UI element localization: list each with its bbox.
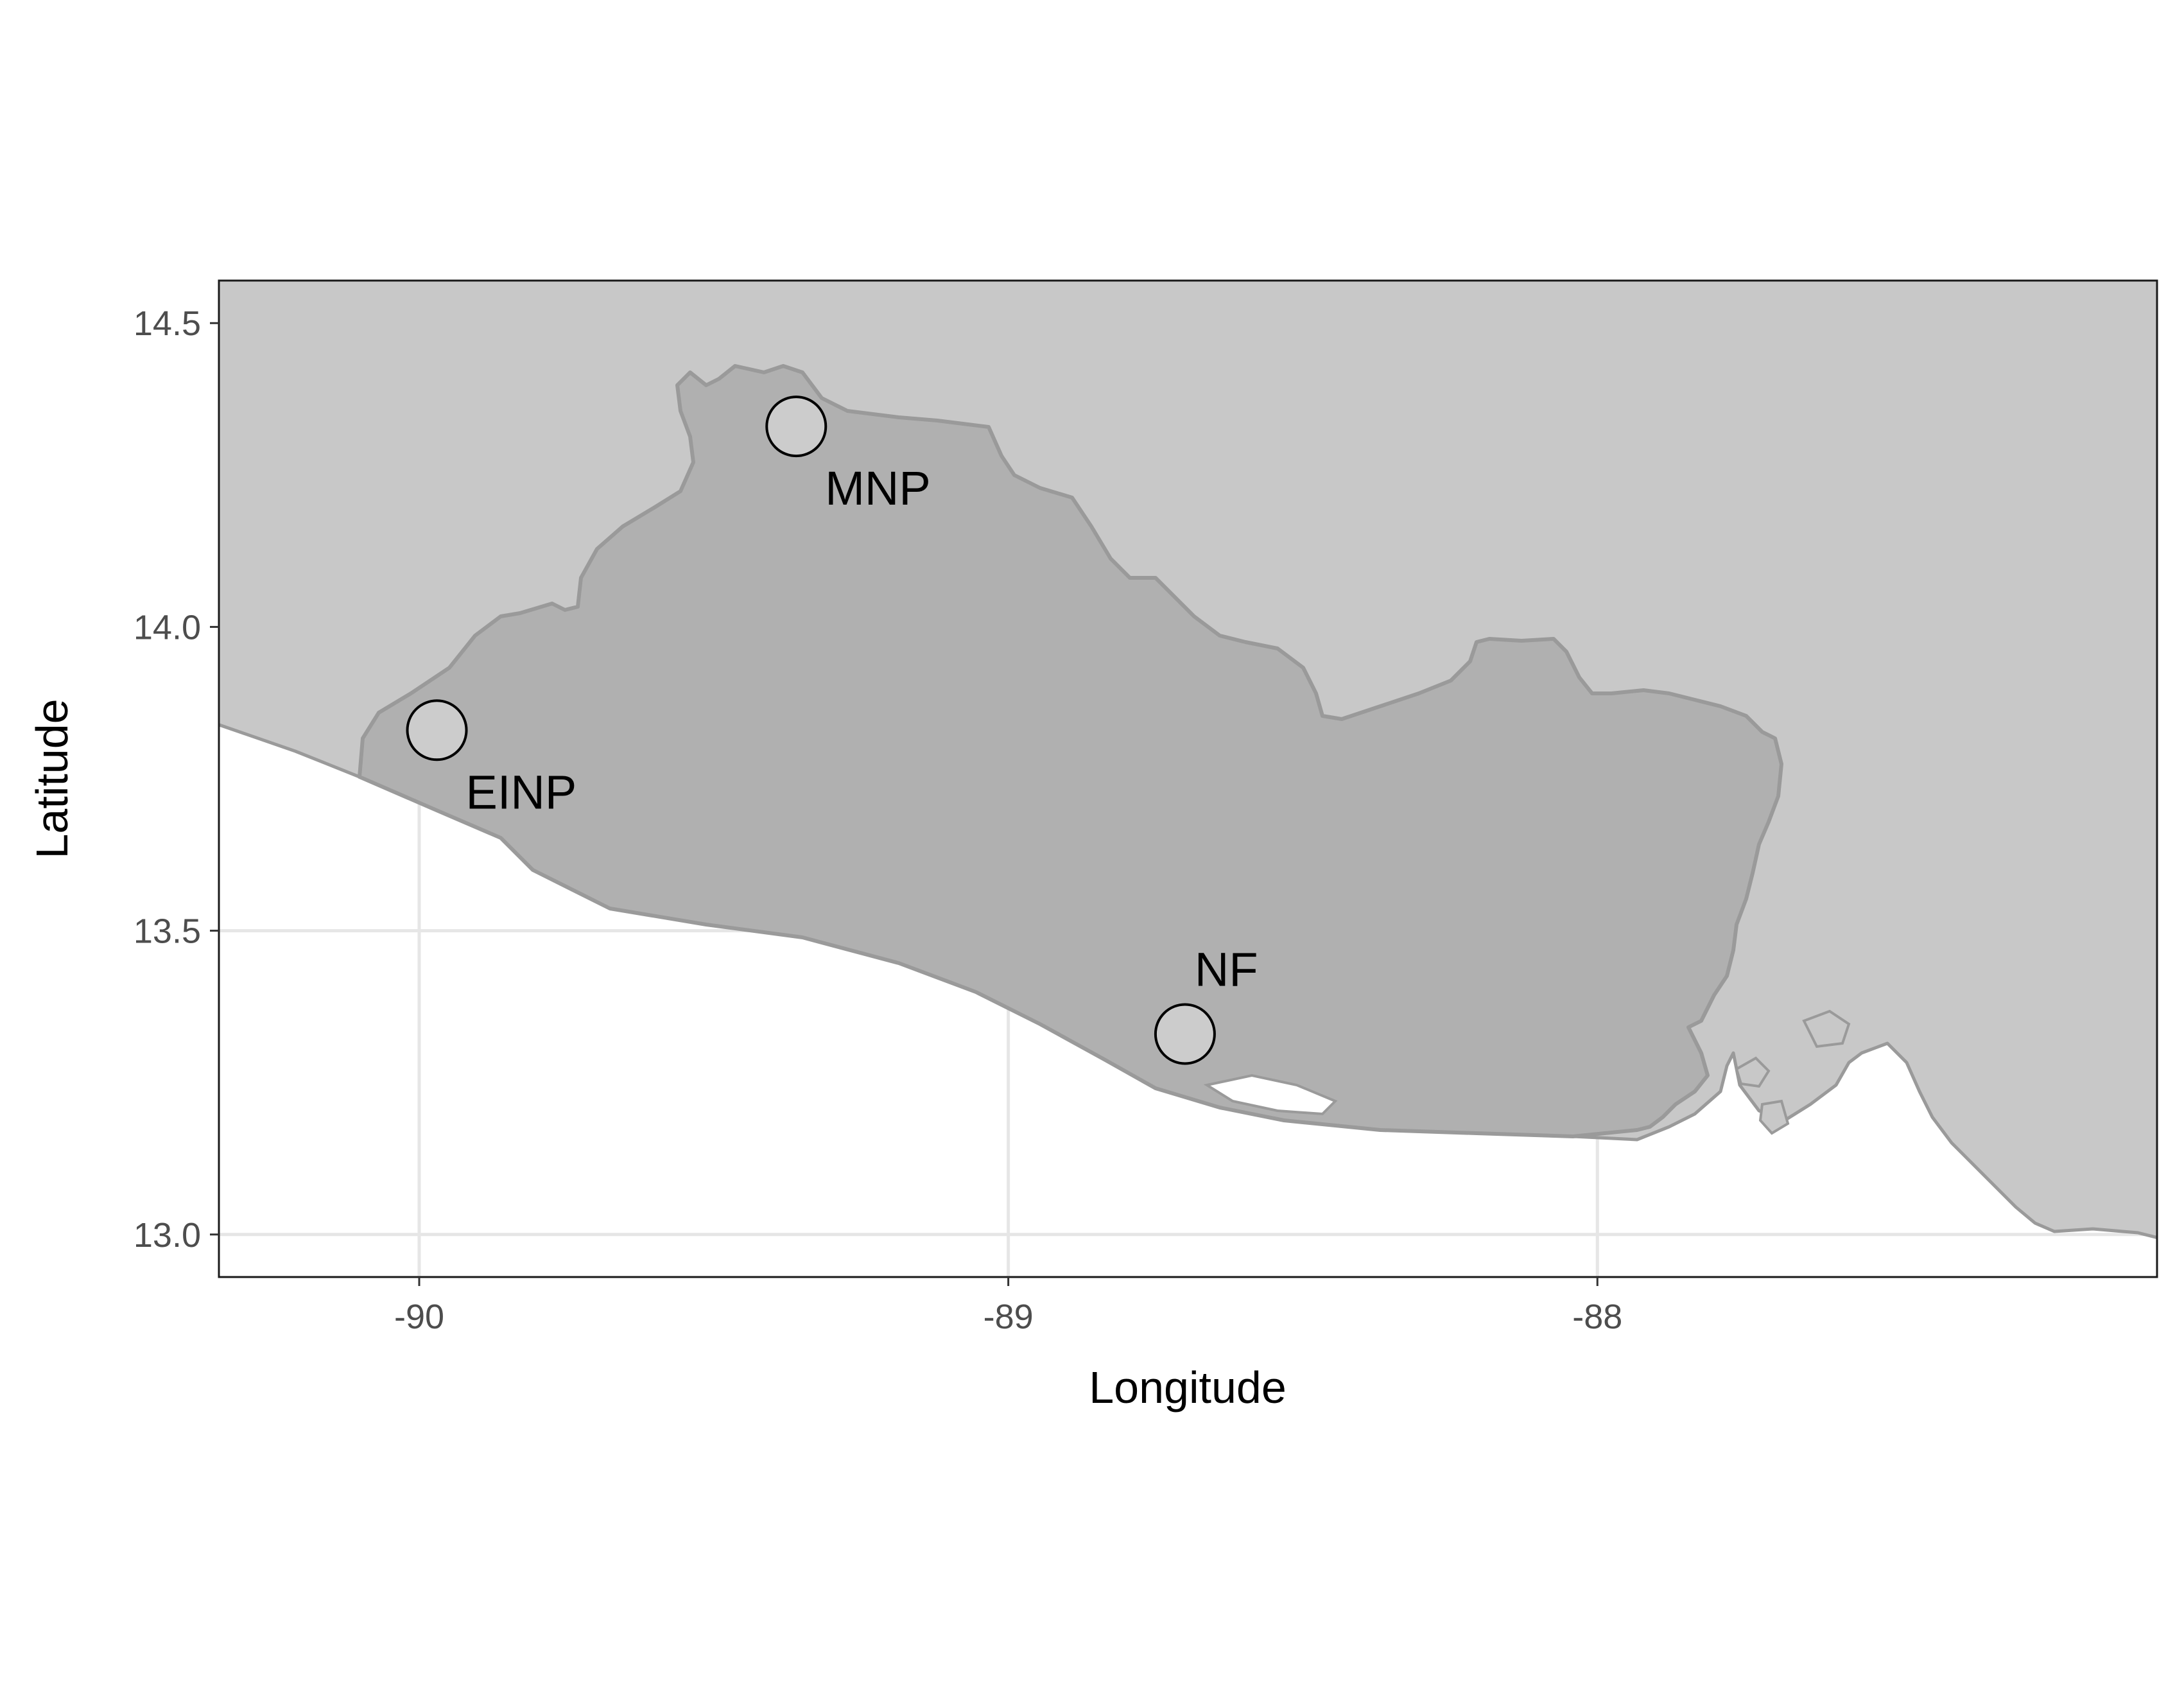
site-label-einp: EINP [466,765,577,819]
site-marker-mnp [765,396,828,458]
island-tigre [1802,1009,1851,1048]
coastal-estuary [1203,1074,1338,1116]
map-panel: MNP EINP NF [219,281,2157,1277]
island-zacatillo [1735,1056,1771,1088]
site-label-nf: NF [1195,943,1258,996]
x-tick-label: -88 [1572,1298,1622,1336]
site-marker-nf [1154,1003,1216,1065]
y-tick-label: 14.5 [134,304,201,343]
site-marker-einp [406,699,468,761]
el-salvador [358,364,1783,1138]
y-axis: 13.0 13.5 14.0 14.5 [134,304,219,1255]
x-axis-title: Longitude [1089,1362,1287,1412]
site-label-mnp: MNP [825,462,930,515]
y-tick-label: 14.0 [134,608,201,647]
y-tick-label: 13.0 [134,1216,201,1255]
island-meanguera [1758,1099,1790,1135]
y-tick-label: 13.5 [134,912,201,951]
x-tick-label: -89 [984,1298,1034,1336]
panel-border [218,279,2158,1278]
x-tick-label: -90 [394,1298,444,1336]
site-markers: MNP EINP NF [406,396,1258,1065]
x-axis: -90 -89 -88 [394,1277,1622,1336]
y-axis-title: Latitude [27,699,77,858]
